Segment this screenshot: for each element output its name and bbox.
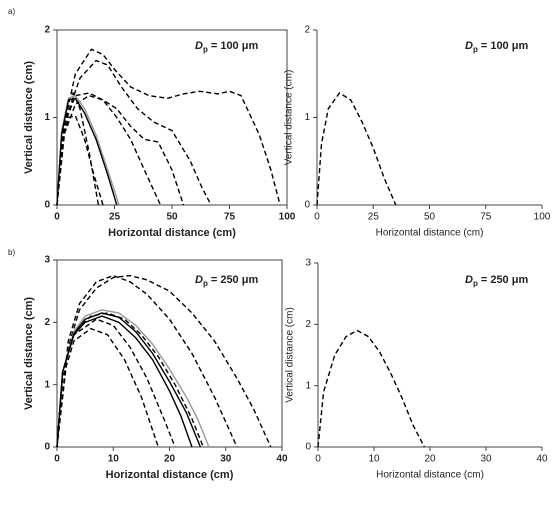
y-tick-label: 1	[44, 112, 50, 123]
y-tick-label: 2	[305, 319, 311, 330]
x-axis-label: Horizontal distance (cm)	[376, 228, 484, 239]
y-tick-label: 1	[305, 380, 311, 391]
x-tick-label: 10	[368, 454, 380, 465]
panel-label: a)	[8, 7, 15, 16]
y-tick-label: 3	[44, 255, 50, 266]
x-tick-label: 50	[424, 212, 436, 223]
x-axis-label: Horizontal distance (cm)	[108, 227, 236, 239]
annotation-text: = 100 μm	[211, 40, 259, 52]
plot-frame	[56, 29, 288, 206]
trajectory-line	[56, 327, 159, 448]
trajectory-line	[56, 274, 272, 448]
x-axis-label: Horizontal distance (cm)	[376, 470, 484, 481]
trajectory-line	[56, 315, 193, 448]
annotation-subscript: p	[473, 279, 478, 288]
y-axis-label: Vertical distance (cm)	[23, 297, 35, 410]
x-tick-label: 0	[315, 454, 321, 465]
annotation-text: = 250 μm	[211, 274, 259, 286]
y-tick-label: 2	[44, 25, 50, 36]
y-tick-label: 0	[44, 442, 50, 453]
x-tick-label: 30	[480, 454, 492, 465]
annotation: Dp = 250 μm	[465, 274, 528, 288]
x-tick-label: 25	[368, 212, 380, 223]
trajectory-line	[56, 59, 212, 206]
x-tick-label: 40	[536, 454, 548, 465]
panel-label: b)	[8, 248, 15, 257]
trajectory-line	[56, 94, 120, 206]
x-tick-label: 100	[534, 212, 551, 223]
y-axis-label: Vertical distance (cm)	[23, 61, 35, 174]
x-tick-label: 75	[224, 212, 236, 223]
annotation-symbol: D	[195, 40, 203, 52]
annotation: Dp = 100 μm	[195, 40, 258, 54]
y-tick-label: 2	[304, 25, 310, 36]
y-tick-label: 0	[305, 442, 311, 453]
annotation-text: = 100 μm	[481, 40, 529, 52]
trajectory-line	[56, 48, 281, 206]
trajectory-line	[56, 318, 176, 448]
x-tick-label: 50	[166, 212, 178, 223]
annotation: Dp = 250 μm	[195, 274, 258, 288]
y-axis-label: Vertical distance (cm)	[284, 70, 295, 166]
annotation-subscript: p	[203, 45, 208, 54]
x-tick-label: 0	[54, 212, 60, 223]
y-axis-label: Vertical distance (cm)	[285, 307, 296, 403]
x-tick-label: 25	[109, 212, 121, 223]
trajectory-line	[56, 92, 185, 206]
trajectory-line	[56, 274, 238, 448]
y-tick-label: 1	[44, 379, 50, 390]
y-tick-label: 0	[304, 200, 310, 211]
x-tick-label: 20	[164, 454, 176, 465]
annotation-text: = 250 μm	[481, 274, 529, 286]
trajectory-line	[56, 91, 100, 206]
x-tick-label: 75	[480, 212, 492, 223]
trajectory-line	[56, 312, 202, 448]
annotation-symbol: D	[465, 274, 473, 286]
annotation: Dp = 100 μm	[465, 40, 528, 54]
y-tick-label: 1	[304, 112, 310, 123]
x-tick-label: 100	[279, 212, 296, 223]
annotation-symbol: D	[195, 274, 203, 286]
x-tick-label: 10	[108, 454, 120, 465]
y-tick-label: 0	[44, 200, 50, 211]
trajectory-line	[56, 97, 118, 206]
y-tick-label: 3	[305, 258, 311, 269]
y-tick-label: 2	[44, 317, 50, 328]
trajectory-line	[316, 92, 397, 206]
annotation-subscript: p	[203, 279, 208, 288]
x-axis-label: Horizontal distance (cm)	[106, 469, 234, 481]
x-tick-label: 20	[424, 454, 436, 465]
annotation-subscript: p	[473, 45, 478, 54]
x-tick-label: 0	[314, 212, 320, 223]
x-tick-label: 0	[54, 454, 60, 465]
annotation-symbol: D	[465, 40, 473, 52]
trajectory-line	[317, 329, 426, 448]
trajectory-line	[56, 94, 162, 206]
x-tick-label: 30	[220, 454, 232, 465]
x-tick-label: 40	[276, 454, 288, 465]
